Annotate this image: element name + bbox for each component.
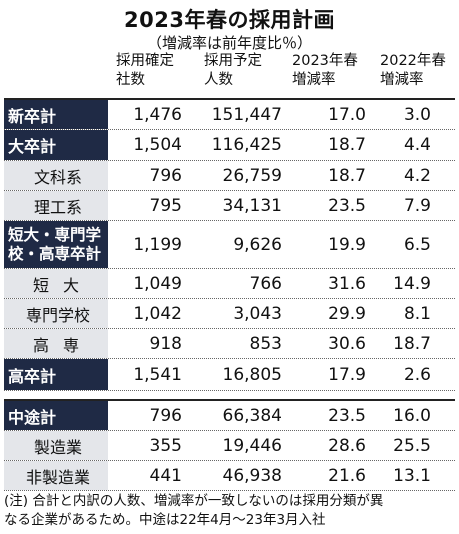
rate-2022-cell: 13.1 xyxy=(393,465,431,486)
rate-2023-cell: 31.6 xyxy=(328,273,366,294)
page-subtitle: （増減率は前年度比％） xyxy=(146,34,312,52)
table-row: 中途計 796 66,384 23.5 16.0 xyxy=(4,399,455,431)
rate-2022-cell: 14.9 xyxy=(393,273,431,294)
table-row: 高専 918 853 30.6 18.7 xyxy=(4,329,455,359)
row-label: 高卒計 xyxy=(4,359,108,390)
rate-2022-cell: 4.2 xyxy=(403,165,431,186)
companies-cell: 355 xyxy=(149,435,182,456)
row-label: 中途計 xyxy=(4,401,108,430)
rate-2023-cell: 30.6 xyxy=(328,333,366,354)
rate-2023-cell: 21.6 xyxy=(328,465,366,486)
companies-cell: 1,042 xyxy=(133,303,182,324)
rate-2023-cell: 23.5 xyxy=(328,405,366,426)
companies-cell: 441 xyxy=(149,465,182,486)
header-text: 増減率 xyxy=(292,72,336,88)
header-text: 増減率 xyxy=(380,72,424,88)
row-label-line: 校・高専卒計 xyxy=(8,244,102,263)
table-row: 製造業 355 19,446 28.6 25.5 xyxy=(4,431,455,461)
rate-2023-cell: 29.9 xyxy=(328,303,366,324)
header-text: 2022年春 xyxy=(380,53,446,69)
header-rate-2023: 2023年春 増減率 xyxy=(288,52,372,96)
row-label: 文科系 xyxy=(4,161,108,190)
people-cell: 46,938 xyxy=(222,465,282,486)
footnote-line: (注) 合計と内訳の人数、増減率が一致しないのは採用分類が異 xyxy=(4,493,384,509)
row-label: 短大 xyxy=(4,269,108,298)
companies-cell: 795 xyxy=(149,195,182,216)
people-cell: 3,043 xyxy=(233,303,282,324)
people-cell: 853 xyxy=(249,333,282,354)
people-cell: 26,759 xyxy=(222,165,282,186)
rate-2023-cell: 19.9 xyxy=(328,234,366,255)
row-label: 非製造業 xyxy=(4,461,108,490)
rate-2023-cell: 17.9 xyxy=(328,364,366,385)
header-text: 社数 xyxy=(116,72,145,88)
rate-2023-cell: 23.5 xyxy=(328,195,366,216)
header-people: 採用予定 人数 xyxy=(200,52,284,96)
table-row: 理工系 795 34,131 23.5 7.9 xyxy=(4,191,455,221)
recruitment-table: 新卒計 1,476 151,447 17.0 3.0 大卒計 1,504 116… xyxy=(4,98,455,491)
table-row: 専門学校 1,042 3,043 29.9 8.1 xyxy=(4,299,455,329)
table-row: 非製造業 441 46,938 21.6 13.1 xyxy=(4,461,455,491)
table-row: 新卒計 1,476 151,447 17.0 3.0 xyxy=(4,98,455,130)
header-companies: 採用確定 社数 xyxy=(112,52,196,96)
people-cell: 16,805 xyxy=(222,364,282,385)
rate-2022-cell: 6.5 xyxy=(403,234,431,255)
table-row: 大卒計 1,504 116,425 18.7 4.4 xyxy=(4,130,455,161)
companies-cell: 1,504 xyxy=(133,135,182,155)
row-label: 高専 xyxy=(4,329,108,358)
rate-2022-cell: 16.0 xyxy=(393,405,431,426)
rate-2022-cell: 25.5 xyxy=(393,435,431,456)
rate-2022-cell: 8.1 xyxy=(403,303,431,324)
rate-2022-cell: 3.0 xyxy=(403,104,431,125)
rate-2022-cell: 18.7 xyxy=(393,333,431,354)
companies-cell: 796 xyxy=(149,405,182,426)
table-row: 高卒計 1,541 16,805 17.9 2.6 xyxy=(4,359,455,391)
companies-cell: 1,476 xyxy=(133,104,182,125)
row-label: 製造業 xyxy=(4,431,108,460)
footnote: (注) 合計と内訳の人数、増減率が一致しないのは採用分類が異 なる企業があるため… xyxy=(4,492,455,530)
people-cell: 766 xyxy=(249,273,282,294)
rate-2023-cell: 18.7 xyxy=(328,165,366,186)
header-text: 採用確定 xyxy=(116,53,174,69)
people-cell: 66,384 xyxy=(222,405,282,426)
rate-2023-cell: 18.7 xyxy=(328,135,366,155)
rate-2022-cell: 2.6 xyxy=(403,364,431,385)
row-label: 専門学校 xyxy=(4,299,108,328)
rate-2022-cell: 4.4 xyxy=(403,135,431,155)
row-label: 大卒計 xyxy=(4,130,108,160)
rate-2022-cell: 7.9 xyxy=(403,195,431,216)
people-cell: 34,131 xyxy=(222,195,282,216)
people-cell: 19,446 xyxy=(222,435,282,456)
people-cell: 116,425 xyxy=(211,135,282,155)
footnote-line: なる企業があるため。中途は22年4月～23年3月入社 xyxy=(4,512,326,528)
header-rate-2022: 2022年春 増減率 xyxy=(376,52,456,96)
header-text: 2023年春 xyxy=(292,53,358,69)
row-label: 短大・専門学 校・高専卒計 xyxy=(4,221,108,268)
table-row: 短大 1,049 766 31.6 14.9 xyxy=(4,269,455,299)
companies-cell: 796 xyxy=(149,165,182,186)
companies-cell: 1,541 xyxy=(133,364,182,385)
page-title: 2023年春の採用計画 xyxy=(124,8,335,32)
table-row: 短大・専門学 校・高専卒計 1,199 9,626 19.9 6.5 xyxy=(4,221,455,269)
row-label: 新卒計 xyxy=(4,100,108,129)
companies-cell: 1,049 xyxy=(133,273,182,294)
companies-cell: 1,199 xyxy=(133,234,182,255)
companies-cell: 918 xyxy=(149,333,182,354)
row-label-line: 短大・専門学 xyxy=(8,225,102,244)
people-cell: 151,447 xyxy=(211,104,282,125)
rate-2023-cell: 28.6 xyxy=(328,435,366,456)
rate-2023-cell: 17.0 xyxy=(328,104,366,125)
table-row: 文科系 796 26,759 18.7 4.2 xyxy=(4,161,455,191)
row-label: 理工系 xyxy=(4,191,108,220)
header-text: 採用予定 xyxy=(204,53,262,69)
people-cell: 9,626 xyxy=(233,234,282,255)
header-text: 人数 xyxy=(204,72,233,88)
